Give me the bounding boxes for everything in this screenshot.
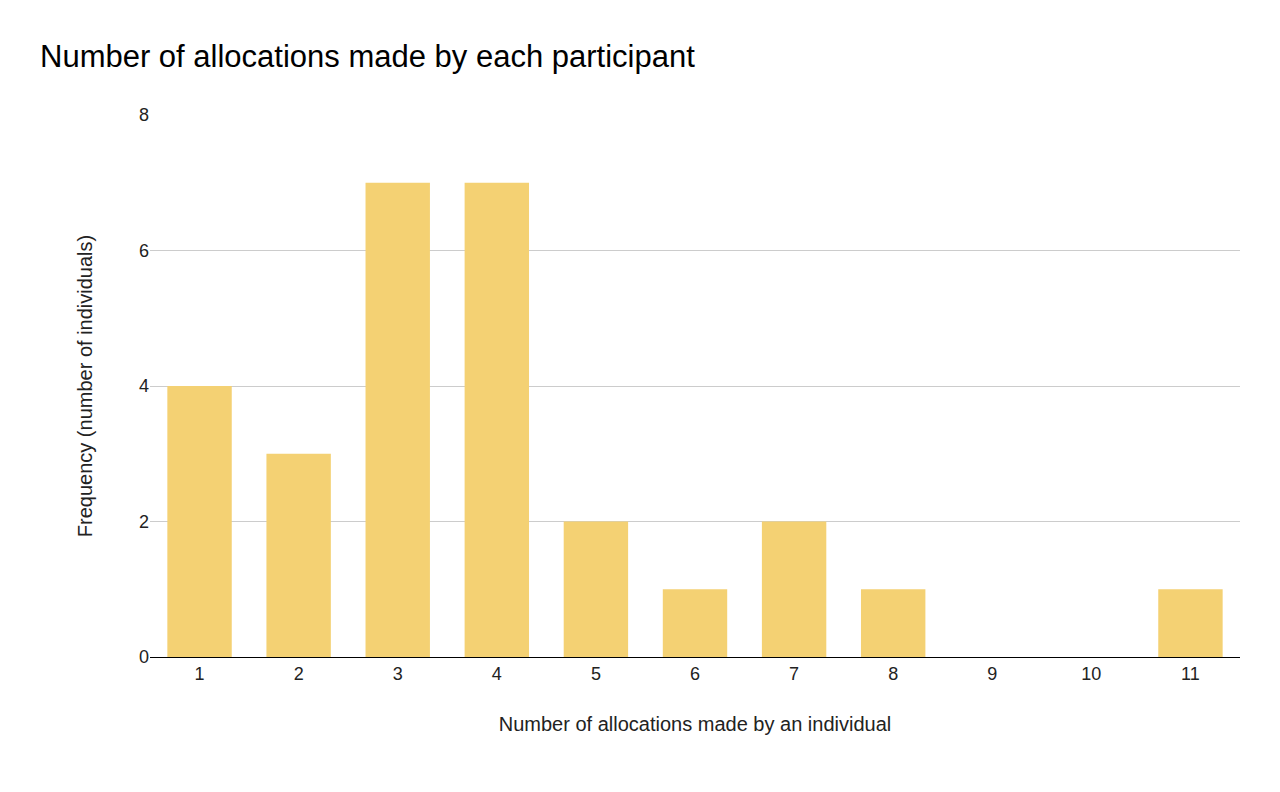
- svg-text:Number of allocations made by: Number of allocations made by each parti…: [40, 39, 695, 74]
- svg-text:9: 9: [987, 664, 997, 684]
- svg-text:1: 1: [195, 664, 205, 684]
- svg-text:7: 7: [789, 664, 799, 684]
- svg-text:8: 8: [139, 105, 149, 125]
- svg-text:4: 4: [139, 376, 149, 396]
- svg-text:10: 10: [1081, 664, 1101, 684]
- svg-text:5: 5: [591, 664, 601, 684]
- svg-text:2: 2: [294, 664, 304, 684]
- svg-text:6: 6: [139, 241, 149, 261]
- svg-text:2: 2: [139, 512, 149, 532]
- svg-text:4: 4: [492, 664, 502, 684]
- svg-text:3: 3: [393, 664, 403, 684]
- svg-text:6: 6: [690, 664, 700, 684]
- svg-text:Number of allocations made by: Number of allocations made by an individ…: [499, 713, 891, 735]
- svg-text:Frequency (number of individua: Frequency (number of individuals): [74, 235, 96, 537]
- svg-text:11: 11: [1181, 664, 1200, 684]
- svg-text:0: 0: [139, 647, 149, 667]
- svg-text:8: 8: [888, 664, 898, 684]
